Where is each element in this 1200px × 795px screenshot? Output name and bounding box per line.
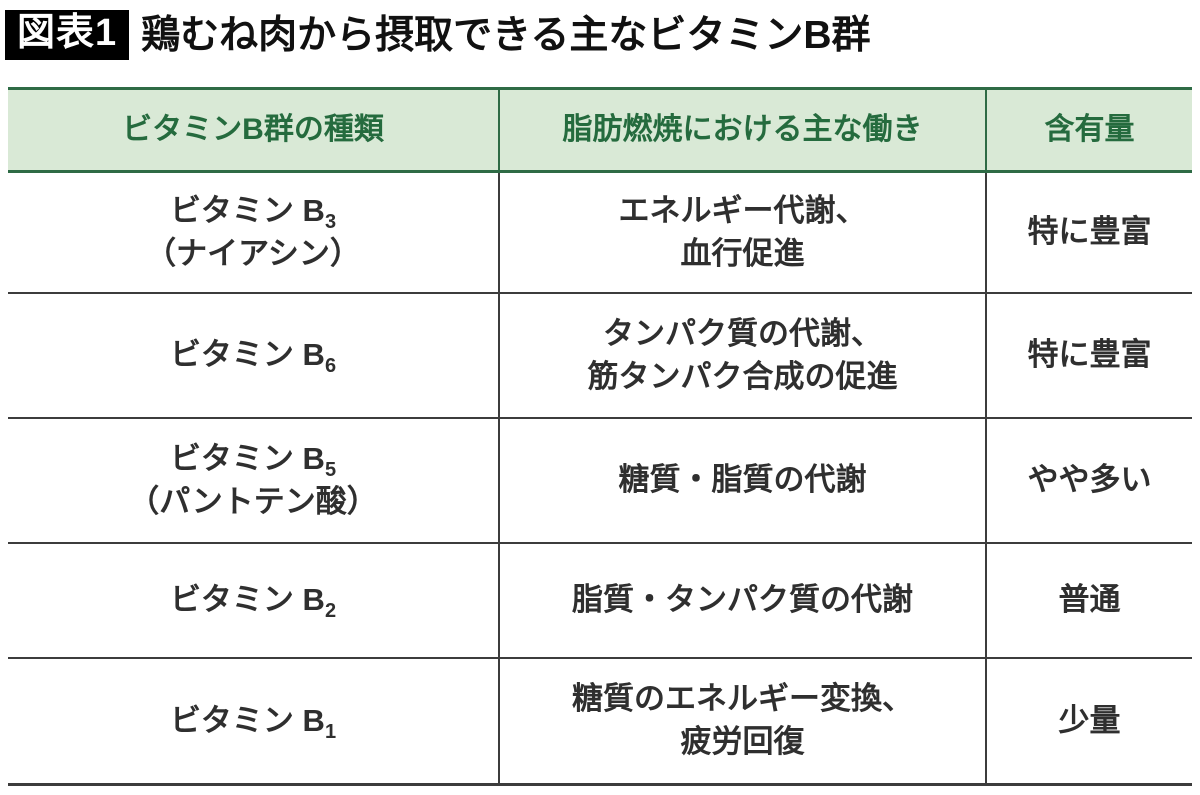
vitamin-subscript: 6 [324, 355, 337, 378]
column-header-main-function: 脂肪燃焼における主な働き [498, 90, 985, 170]
function-cell: 糖質のエネルギー変換、 疲労回復 [498, 659, 985, 783]
vitamin-name: ビタミン B1 [170, 700, 336, 743]
figure-title: 図表1 鶏むね肉から摂取できる主なビタミンB群 [5, 6, 871, 64]
vitamin-name-text: ビタミン B [169, 702, 325, 738]
vitamin-name-text: ビタミン B [169, 440, 325, 476]
function-line: エネルギー代謝、 [618, 192, 867, 228]
function-line: 糖質・脂質の代謝 [618, 462, 867, 498]
vitamin-name-cell: ビタミン B3 （ナイアシン） [8, 173, 498, 292]
column-header-content-amount: 含有量 [985, 90, 1192, 170]
amount-cell: 普通 [985, 544, 1192, 657]
function-cell: タンパク質の代謝、 筋タンパク合成の促進 [498, 294, 985, 417]
function-line: タンパク質の代謝、 [603, 315, 882, 351]
table-row: ビタミン B2 脂質・タンパク質の代謝 普通 [8, 544, 1192, 659]
function-line: 糖質のエネルギー変換、 [572, 681, 913, 717]
vitamin-subscript: 5 [324, 458, 337, 481]
vitamin-alias: （ナイアシン） [145, 235, 361, 271]
function-cell: 脂質・タンパク質の代謝 [498, 544, 985, 657]
table-row: ビタミン B3 （ナイアシン） エネルギー代謝、 血行促進 特に豊富 [8, 173, 1192, 294]
vitamin-name-cell: ビタミン B6 [8, 294, 498, 417]
function-cell: エネルギー代謝、 血行促進 [498, 173, 985, 292]
table-row: ビタミン B6 タンパク質の代謝、 筋タンパク合成の促進 特に豊富 [8, 294, 1192, 419]
table-row: ビタミン B1 糖質のエネルギー変換、 疲労回復 少量 [8, 659, 1192, 786]
vitamin-alias: （パントテン酸） [128, 483, 378, 519]
table-header-row: ビタミンB群の種類 脂肪燃焼における主な働き 含有量 [8, 87, 1192, 173]
table-row: ビタミン B5 （パントテン酸） 糖質・脂質の代謝 やや多い [8, 419, 1192, 544]
vitamin-subscript: 1 [324, 720, 337, 743]
vitamin-name-text: ビタミン B [169, 337, 325, 373]
function-cell: 糖質・脂質の代謝 [498, 419, 985, 542]
vitamin-subscript: 3 [324, 210, 337, 233]
function-line: 疲労回復 [680, 724, 805, 759]
vitamin-subscript: 2 [324, 600, 337, 623]
function-line: 筋タンパク合成の促進 [587, 358, 898, 394]
vitamin-name: ビタミン B2 [170, 579, 336, 622]
vitamin-name-cell: ビタミン B2 [8, 544, 498, 657]
vitamin-name: ビタミン B6 [170, 334, 336, 377]
amount-cell: 特に豊富 [985, 294, 1192, 417]
vitamin-name: ビタミン B3 [170, 190, 336, 233]
vitamin-b-table: ビタミンB群の種類 脂肪燃焼における主な働き 含有量 ビタミン B3 （ナイアシ… [8, 87, 1192, 786]
vitamin-name-text: ビタミン B [169, 582, 325, 618]
column-header-vitamin-type: ビタミンB群の種類 [122, 113, 384, 147]
amount-cell: 特に豊富 [985, 173, 1192, 292]
amount-cell: やや多い [985, 419, 1192, 542]
function-line: 血行促進 [680, 235, 805, 271]
vitamin-name-cell: ビタミン B1 [8, 659, 498, 783]
vitamin-name-text: ビタミン B [169, 192, 325, 228]
page-title: 鶏むね肉から摂取できる主なビタミンB群 [141, 13, 871, 57]
amount-cell: 少量 [985, 659, 1192, 783]
figure-number-badge: 図表1 [5, 10, 130, 60]
function-line: 脂質・タンパク質の代謝 [572, 582, 913, 618]
vitamin-name: ビタミン B5 [170, 438, 336, 481]
vitamin-name-cell: ビタミン B5 （パントテン酸） [8, 419, 498, 542]
